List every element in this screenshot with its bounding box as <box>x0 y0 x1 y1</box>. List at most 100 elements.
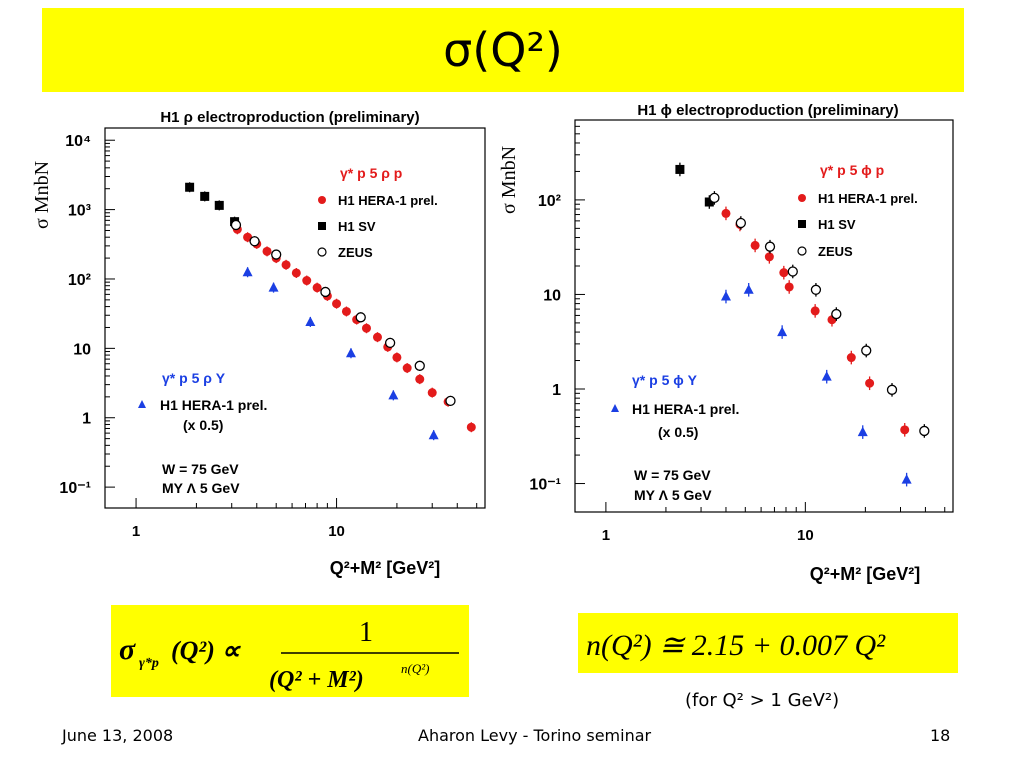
phi-point-zeus <box>810 284 822 295</box>
formula-left: σ γ*p (Q²) ∝ 1 (Q² + M²) n(Q²) <box>111 605 469 697</box>
phi-legend-marker-h1 <box>798 194 806 202</box>
rho-point-zeus <box>355 312 366 323</box>
rho-plot: H1 ρ electroproduction (preliminary) σ M… <box>31 109 486 578</box>
rho-legend-title: γ* p 5 ρ p <box>340 165 402 181</box>
rho-point-sv <box>200 191 210 201</box>
rho-point-triangle <box>388 389 399 400</box>
legend-marker-sv <box>318 222 326 230</box>
rho-point-triangle <box>268 282 279 292</box>
rho-ytick-label: 10² <box>68 272 91 289</box>
rho-point-sv <box>185 182 195 192</box>
phi-point-zeus <box>709 192 720 204</box>
formula-left-arg: (Q²) ∝ <box>171 636 241 665</box>
phi-ytick-label: 10 <box>543 287 561 304</box>
phi-point-h1 <box>810 306 820 316</box>
rho-legend-sv: H1 SV <box>338 219 376 234</box>
phi-legend-h1: H1 HERA-1 prel. <box>818 191 918 206</box>
rho-xlabel: Q²+M² [GeV²] <box>330 558 441 578</box>
rho-point-zeus <box>384 337 396 349</box>
rho-point-zeus <box>320 286 331 298</box>
phi-xtick-label: 1 <box>602 527 610 544</box>
phi-ytick-label: 1 <box>552 382 561 399</box>
rho-annotations: W = 75 GeV MY Λ 5 GeV <box>162 461 240 496</box>
footer-page: 18 <box>930 726 951 745</box>
rho-legend2: γ* p 5 ρ Y H1 HERA-1 prel. (x 0.5) <box>138 370 267 433</box>
rho-point-h1 <box>312 283 322 293</box>
slide-title: σ(Q²) <box>443 23 563 77</box>
footer-date: June 13, 2008 <box>62 726 174 745</box>
phi-legend: γ* p 5 ϕ p H1 HERA-1 prel. H1 SV ZEUS <box>797 162 918 259</box>
phi-legend-marker-zeus <box>797 246 807 256</box>
rho-point-h1 <box>341 306 351 316</box>
legend-marker-triangle <box>138 400 146 408</box>
phi-point-zeus <box>919 425 930 437</box>
formula-left-den: (Q² + M²) <box>269 667 364 693</box>
rho-legend2-scale: (x 0.5) <box>183 417 223 433</box>
phi-xtick-label: 10 <box>797 527 814 544</box>
phi-point-triangle <box>857 426 868 437</box>
phi-point-h1 <box>846 353 856 363</box>
rho-legend-h1: H1 HERA-1 prel. <box>338 193 438 208</box>
phi-point-zeus <box>735 217 747 229</box>
formula-left-sub: γ*p <box>139 656 159 671</box>
phi-xlabel: Q²+M² [GeV²] <box>810 564 921 584</box>
rho-point-h1 <box>291 268 301 278</box>
rho-xtick-label: 10 <box>328 523 345 540</box>
rho-point-h1 <box>392 352 402 362</box>
phi-ylabel: σ MnbN <box>498 146 520 214</box>
rho-legend: γ* p 5 ρ p H1 HERA-1 prel. H1 SV ZEUS <box>317 165 438 260</box>
rho-legend2-title: γ* p 5 ρ Y <box>162 370 226 386</box>
phi-point-h1 <box>750 240 760 250</box>
formula-left-num: 1 <box>359 617 373 648</box>
phi-point-h1 <box>764 252 774 262</box>
phi-legend-sv: H1 SV <box>818 217 856 232</box>
phi-legend-marker-triangle <box>611 404 619 412</box>
validity-note: (for Q² > 1 GeV²) <box>685 690 840 711</box>
rho-point-triangle <box>242 266 253 277</box>
phi-annotation-w: W = 75 GeV <box>634 467 711 483</box>
phi-annotation-my: MY Λ 5 GeV <box>634 487 712 503</box>
rho-point-h1 <box>466 422 476 432</box>
phi-point-triangle <box>743 284 754 294</box>
rho-point-zeus <box>230 219 242 231</box>
phi-point-zeus <box>787 266 798 277</box>
rho-annotation-my: MY Λ 5 GeV <box>162 480 240 496</box>
title-bar: σ(Q²) <box>42 8 964 92</box>
rho-point-triangle <box>305 316 316 326</box>
phi-point-h1 <box>779 268 789 278</box>
formula-right-text: n(Q²) ≅ 2.15 + 0.007 Q² <box>586 629 886 662</box>
rho-point-h1 <box>415 374 425 384</box>
phi-point-zeus <box>861 345 872 356</box>
rho-point-h1 <box>332 299 342 309</box>
phi-annotations: W = 75 GeV MY Λ 5 GeV <box>634 467 712 503</box>
phi-legend-marker-sv <box>798 220 806 228</box>
rho-point-h1 <box>302 276 312 286</box>
footer-center: Aharon Levy - Torino seminar <box>418 726 652 745</box>
rho-point-h1 <box>361 323 371 333</box>
phi-ytick-label: 10⁻¹ <box>529 477 561 494</box>
formula-right: n(Q²) ≅ 2.15 + 0.007 Q² <box>578 613 958 673</box>
phi-point-h1 <box>784 282 794 292</box>
rho-point-h1 <box>372 332 382 342</box>
phi-point-zeus <box>764 241 776 252</box>
rho-point-zeus <box>271 249 282 260</box>
rho-xtick-label: 1 <box>132 523 140 540</box>
rho-point-h1 <box>402 363 412 373</box>
phi-legend2-title: γ* p 5 ϕ Y <box>632 372 698 388</box>
rho-point-sv <box>214 200 224 210</box>
rho-point-h1 <box>427 388 437 398</box>
rho-ytick-label: 10⁴ <box>65 133 91 150</box>
rho-point-h1 <box>262 246 272 256</box>
phi-point-triangle <box>821 371 832 381</box>
formula-left-den-exp: n(Q²) <box>401 661 429 676</box>
phi-point-triangle <box>777 326 788 337</box>
rho-plot-frame <box>104 127 486 509</box>
rho-annotation-w: W = 75 GeV <box>162 461 239 477</box>
phi-legend2: γ* p 5 ϕ Y H1 HERA-1 prel. (x 0.5) <box>611 372 739 440</box>
rho-legend-zeus: ZEUS <box>338 245 373 260</box>
phi-legend2-scale: (x 0.5) <box>658 424 698 440</box>
rho-point-zeus <box>414 360 425 371</box>
rho-ytick-label: 10 <box>73 341 91 358</box>
phi-plot-title: H1 ϕ electroproduction (preliminary) <box>637 102 898 119</box>
rho-plot-title: H1 ρ electroproduction (preliminary) <box>160 109 419 126</box>
